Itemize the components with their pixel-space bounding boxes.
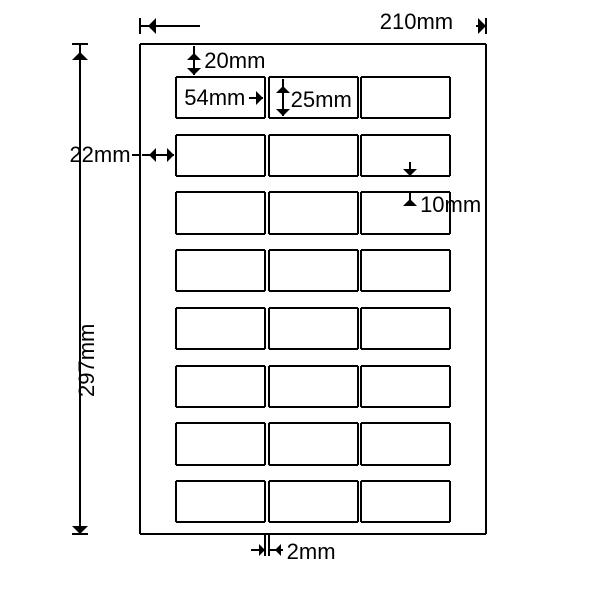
dim-page-height: 297mm	[74, 323, 100, 396]
dim-top-margin: 20mm	[204, 48, 265, 74]
dim-label-height: 25mm	[291, 87, 352, 113]
dim-label-width: 54mm	[178, 87, 251, 109]
label-sheet-diagram: 210mm 297mm 54mm 25mm 20mm 22mm 10mm 2mm	[0, 0, 600, 600]
dim-row-gap: 10mm	[420, 192, 481, 218]
dim-col-gap: 2mm	[287, 539, 336, 565]
dim-page-width: 210mm	[346, 8, 486, 34]
dim-left-margin: 22mm	[64, 144, 136, 166]
